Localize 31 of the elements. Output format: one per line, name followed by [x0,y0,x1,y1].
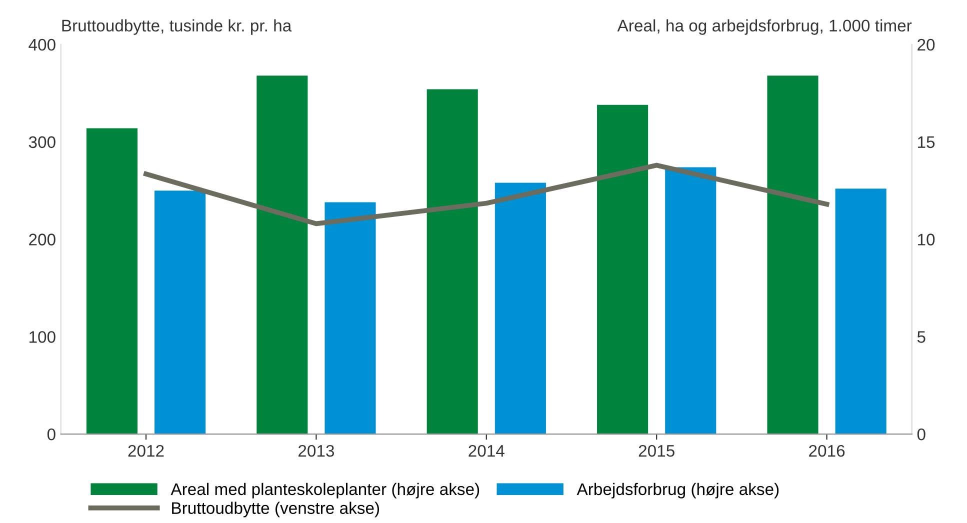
y2-axis-title: Areal, ha og arbejdsforbrug, 1.000 timer [617,19,912,35]
y2-tick-label: 5 [917,331,926,343]
y-tick-label: 300 [28,136,56,148]
y2-tick-label: 10 [918,234,935,246]
line-series [144,162,830,226]
bar [767,76,818,434]
y2-tick-label: 15 [918,136,935,148]
x-tick-label: 2014 [468,444,504,457]
bar [154,190,206,434]
bar [256,76,308,434]
bar [835,188,886,434]
bar [597,104,648,434]
y2-tick-label: 20 [918,38,935,51]
y-axis-title: Bruttoudbytte, tusinde kr. pr. ha [62,19,292,35]
x-tick-label: 2016 [809,444,845,457]
bar [324,202,376,434]
x-tick-label: 2013 [298,444,334,457]
bar [426,89,478,434]
legend-label: Arbejdsforbrug (højre akse) [576,482,779,498]
y2-tick-label: 0 [917,428,926,440]
bar [665,167,716,434]
y-tick-label: 0 [47,428,56,440]
y-tick-label: 400 [28,38,56,51]
x-tick-label: 2012 [128,444,164,457]
legend-label: Areal med planteskoleplanter (højre akse) [170,482,480,498]
y-tick-label: 100 [30,331,56,343]
bar [494,182,546,434]
y-tick-label: 200 [29,234,56,246]
legend-label: Bruttoudbytte (venstre akse) [172,502,380,518]
bar [86,128,138,434]
x-tick-label: 2015 [638,444,674,457]
